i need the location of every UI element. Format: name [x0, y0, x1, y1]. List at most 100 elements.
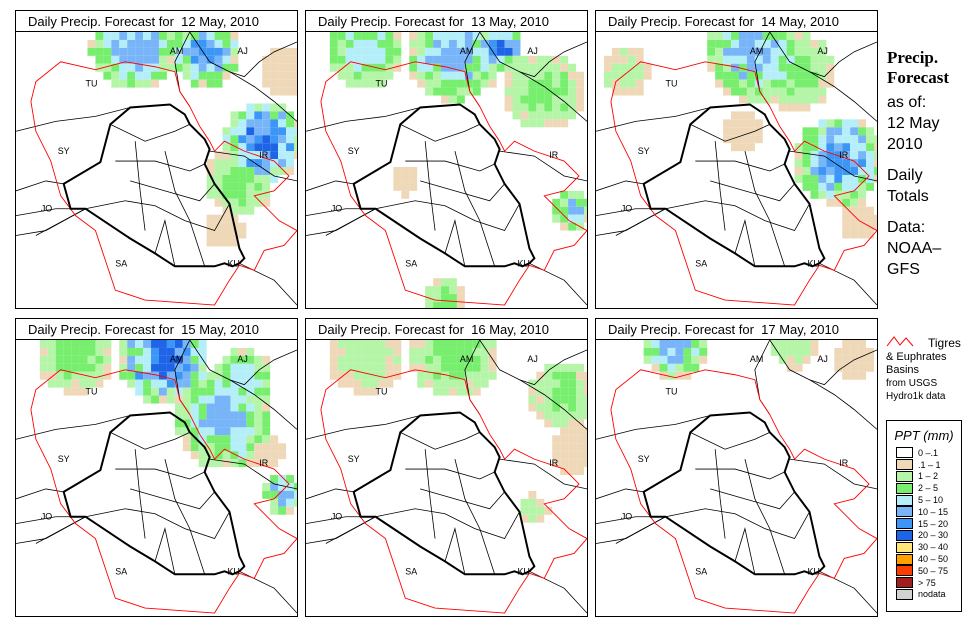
precip-cell [286, 490, 295, 499]
precip-cell [560, 363, 569, 372]
precip-cell [345, 47, 354, 56]
precip-cell [262, 182, 271, 191]
precip-cell [576, 79, 585, 88]
precip-cell [230, 47, 239, 56]
precip-cell [794, 340, 803, 348]
border-line [615, 516, 666, 544]
precip-cell [377, 32, 386, 40]
precip-cell [143, 347, 152, 356]
precip-cell [560, 427, 569, 436]
precip-cell [238, 135, 247, 144]
precip-cell [802, 340, 811, 348]
precip-cell [627, 71, 636, 80]
precip-cell [786, 71, 795, 80]
border-line [596, 488, 644, 500]
precip-cell [238, 355, 247, 364]
precip-cell [246, 459, 255, 468]
border-line [110, 431, 190, 450]
precip-cell [520, 498, 529, 507]
precip-cell [95, 379, 104, 388]
precip-cell [723, 63, 732, 72]
precip-cell [345, 355, 354, 364]
precip-cell [496, 47, 505, 56]
precip-cell [504, 95, 513, 104]
precip-cell [667, 355, 676, 364]
precip-cell [361, 363, 370, 372]
precip-cell [329, 347, 338, 356]
precip-cell [441, 387, 449, 396]
precip-cell [47, 340, 56, 348]
precip-cell [441, 340, 449, 348]
precip-cell [738, 127, 747, 136]
precip-cell [448, 347, 457, 356]
precip-cell [182, 403, 191, 412]
border-line [744, 459, 786, 575]
precip-cell [95, 347, 104, 356]
precip-cell [206, 55, 215, 64]
precip-cell [576, 206, 585, 215]
precip-cell [206, 222, 215, 231]
precip-cell [127, 47, 136, 56]
precip-cell [496, 63, 505, 72]
precip-cell [206, 435, 215, 444]
precip-cell [568, 427, 577, 436]
precip-cell [222, 435, 231, 444]
precip-cell [544, 103, 553, 112]
precip-cell [95, 63, 104, 72]
precip-cell [198, 63, 207, 72]
precip-cell [71, 363, 80, 372]
precip-cell [214, 222, 223, 231]
precip-cell [536, 387, 545, 396]
precip-cell [584, 387, 587, 396]
precip-cell [584, 435, 587, 444]
precip-cell [441, 302, 449, 308]
precip-cell [278, 71, 287, 80]
country-label: IR [549, 458, 558, 468]
precip-cell [55, 355, 64, 364]
precip-cell [286, 498, 295, 507]
precip-cell [826, 159, 835, 168]
precip-cell [818, 135, 827, 144]
precip-cell [230, 459, 239, 468]
precip-cell [659, 340, 668, 348]
precip-cell [802, 32, 811, 40]
precip-cell [361, 371, 370, 380]
precip-cell [858, 347, 867, 356]
precip-cell [584, 443, 587, 452]
border-line [734, 527, 756, 575]
precip-cell [512, 63, 521, 72]
precip-cell [393, 55, 402, 64]
precip-cell [802, 135, 811, 144]
precip-cell [151, 347, 159, 356]
precip-cell [786, 39, 795, 48]
precip-cell [270, 111, 279, 120]
precip-cell [544, 506, 553, 515]
precip-cell [810, 79, 819, 88]
precip-cell [603, 71, 612, 80]
precip-cell [254, 127, 263, 136]
precip-cell [464, 39, 473, 48]
precip-cell [826, 63, 835, 72]
country-label: SA [405, 258, 417, 268]
precip-cell [802, 95, 811, 104]
precip-cell [246, 387, 255, 396]
panel-title: Daily Precip. Forecast for 13 May, 2010 [305, 10, 588, 31]
precip-cell [746, 143, 755, 152]
precip-cell [448, 87, 457, 96]
precip-cell [448, 63, 457, 72]
precip-cell [222, 363, 231, 372]
border-line [596, 208, 651, 217]
precip-cell [480, 32, 489, 40]
precip-cell [278, 143, 287, 152]
precip-cell [190, 55, 199, 64]
precip-cell [337, 347, 346, 356]
precip-cell [143, 39, 152, 48]
precip-cell [536, 371, 545, 380]
precip-cell [520, 87, 529, 96]
border-line [115, 160, 205, 172]
precip-cell [834, 167, 843, 175]
precip-cell [198, 79, 207, 88]
precip-cell [810, 95, 819, 104]
country-label: AJ [817, 354, 827, 364]
